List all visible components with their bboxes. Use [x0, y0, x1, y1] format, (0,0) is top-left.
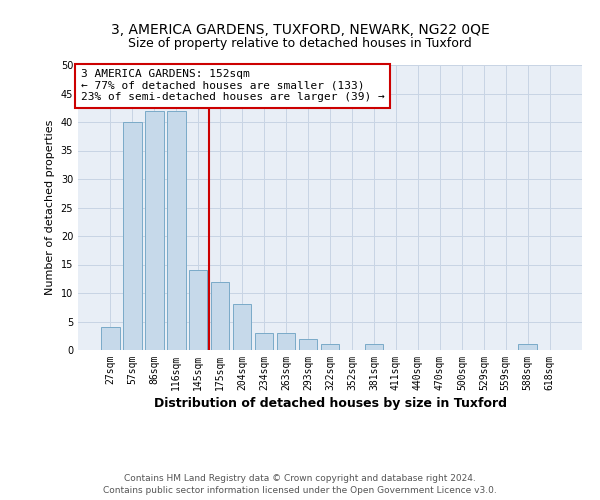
- Text: 3, AMERICA GARDENS, TUXFORD, NEWARK, NG22 0QE: 3, AMERICA GARDENS, TUXFORD, NEWARK, NG2…: [110, 22, 490, 36]
- Bar: [211, 282, 229, 350]
- Bar: [101, 327, 119, 350]
- Bar: [320, 344, 340, 350]
- Bar: [167, 110, 185, 350]
- Bar: [365, 344, 383, 350]
- Bar: [299, 338, 317, 350]
- Bar: [233, 304, 251, 350]
- Bar: [518, 344, 537, 350]
- Bar: [189, 270, 208, 350]
- X-axis label: Distribution of detached houses by size in Tuxford: Distribution of detached houses by size …: [154, 397, 506, 410]
- Bar: [123, 122, 142, 350]
- Bar: [255, 333, 274, 350]
- Bar: [277, 333, 295, 350]
- Y-axis label: Number of detached properties: Number of detached properties: [45, 120, 55, 295]
- Text: 3 AMERICA GARDENS: 152sqm
← 77% of detached houses are smaller (133)
23% of semi: 3 AMERICA GARDENS: 152sqm ← 77% of detac…: [80, 70, 384, 102]
- Text: Contains HM Land Registry data © Crown copyright and database right 2024.
Contai: Contains HM Land Registry data © Crown c…: [103, 474, 497, 495]
- Text: Size of property relative to detached houses in Tuxford: Size of property relative to detached ho…: [128, 38, 472, 51]
- Bar: [145, 110, 164, 350]
